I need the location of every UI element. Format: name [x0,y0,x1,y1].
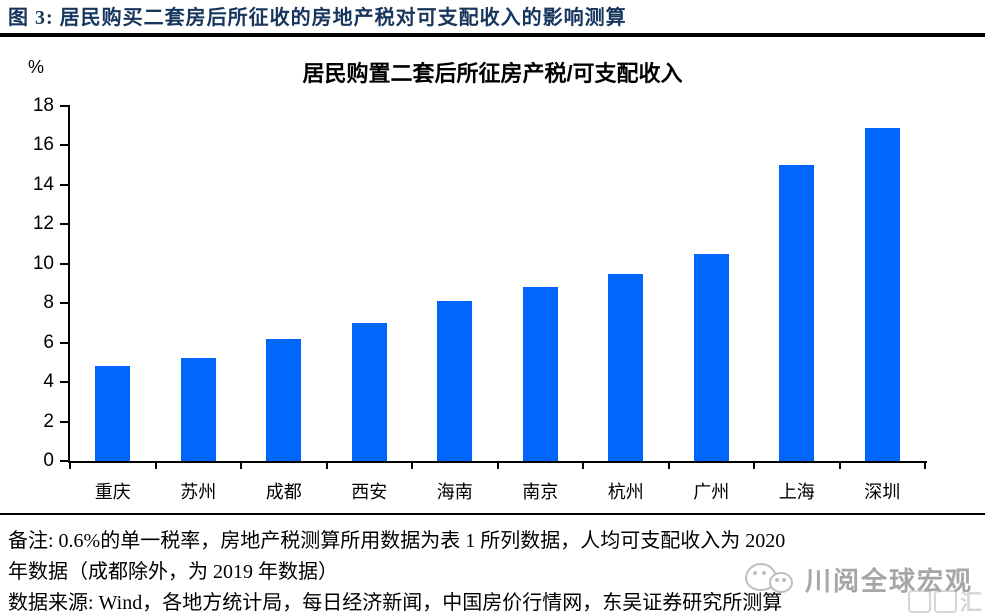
y-tick [60,105,68,107]
x-axis-label-深圳: 深圳 [864,482,901,502]
x-axis-label-上海: 上海 [778,482,815,502]
bar-海南 [437,301,473,461]
y-tick [60,223,68,226]
x-tick [69,463,71,469]
x-axis-label-重庆: 重庆 [94,482,131,502]
bar-南京 [522,287,558,461]
x-tick [582,463,584,469]
bar-广州 [693,253,729,461]
x-axis-label-西安: 西安 [351,482,388,502]
bar-西安 [351,322,387,461]
y-tick-label: 6 [43,331,54,353]
bar-苏州 [180,358,216,461]
y-tick-label: 16 [32,134,54,156]
x-tick [325,463,328,469]
x-axis-label-成都: 成都 [265,482,302,502]
y-tick-label: 0 [43,450,54,471]
x-tick [240,463,242,469]
x-axis-line [68,461,927,463]
y-tick [60,144,68,147]
y-tick-label: 8 [43,292,54,314]
y-tick-label: 2 [43,410,54,432]
watermark-glyph-box [907,589,931,613]
y-tick-label: 14 [32,173,54,195]
plot-area: 0 2 4 6 8 10 12 14 16 18 重庆 苏州 成都 西安 海南 南京 杭州 广州 上海 深圳 [33,96,927,502]
x-tick [838,463,841,469]
x-tick [667,463,670,469]
chat-bubbles-logo-icon [745,562,797,597]
bar-杭州 [608,273,644,461]
x-tick [753,463,755,469]
figure-title: 居民购买二套房后所征收的房地产税对可支配收入的影响测算 [59,7,627,29]
corner-watermark-char: 汇 [959,590,982,615]
y-axis-line [68,105,70,463]
bar-深圳 [864,127,900,461]
x-axis-label-广州: 广州 [693,482,730,502]
y-axis-unit-label: % [28,57,45,77]
watermark-glyph-box [933,589,957,613]
x-tick [154,463,157,469]
x-tick [411,463,413,469]
x-axis-label-南京: 南京 [522,482,559,502]
header-underline [0,33,985,37]
x-axis-label-海南: 海南 [436,482,473,502]
bar-上海 [779,165,815,461]
chart-title: 居民购置二套后所征房产税/可支配收入 [302,61,683,86]
footer-divider [0,513,985,515]
source-line: 数据来源: Wind，各地方统计局，每日经济新闻，中国房价行情网，东吴证券研究所… [8,592,783,614]
bar-重庆 [95,366,131,461]
figure-label: 图 3: [8,7,54,29]
x-tick [496,463,499,469]
y-tick [60,183,68,186]
y-tick-label: 12 [32,213,54,235]
y-tick [60,302,68,305]
figure-header: 图 3: 居民购买二套房后所征收的房地产税对可支配收入的影响测算 [8,5,978,31]
note-line-2: 年数据（成都除外，为 2019 年数据） [8,561,338,583]
y-tick [60,262,68,265]
y-tick-label: 10 [32,252,54,274]
bar-成都 [266,338,302,461]
note-line-1: 备注: 0.6%的单一税率，房地产税测算所用数据为表 1 所列数据，人均可支配收… [8,530,786,552]
corner-watermark: 汇 [907,585,982,616]
x-axis-label-杭州: 杭州 [607,482,644,502]
y-tick-label: 18 [32,95,54,116]
x-tick [924,463,926,469]
y-tick [60,381,68,384]
y-tick [60,460,68,462]
y-tick [60,420,68,423]
y-tick [60,341,68,344]
y-tick-label: 4 [43,371,54,393]
x-axis-label-苏州: 苏州 [180,482,217,502]
